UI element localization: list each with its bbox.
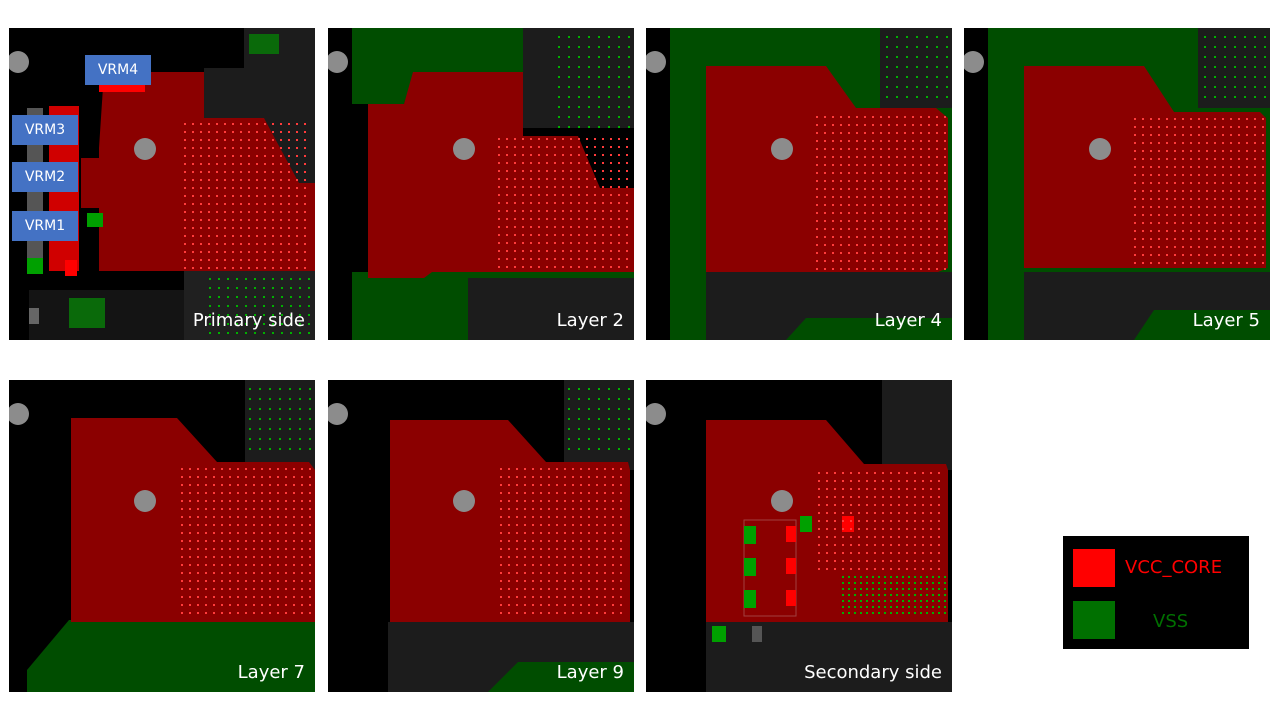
via-array <box>184 123 306 269</box>
panel-layer-5: Layer 5 <box>964 28 1270 340</box>
vrm4-label: VRM4 <box>85 55 151 85</box>
via-array <box>1134 118 1264 264</box>
legend: VCC_CORE VSS <box>1063 536 1249 649</box>
panel-layer-7: Layer 7 <box>9 380 315 692</box>
via-array-grey <box>249 388 311 450</box>
pcb-view-layer-9 <box>328 380 634 692</box>
legend-swatch-vss <box>1073 601 1115 639</box>
via-array <box>816 116 946 270</box>
via-array-grey <box>558 36 630 128</box>
legend-swatch-vcc <box>1073 549 1115 587</box>
via-array <box>818 472 940 570</box>
vrm1-label: VRM1 <box>12 211 78 241</box>
panel-label: Primary side <box>192 310 305 331</box>
panel-label: Layer 7 <box>237 662 305 683</box>
pcb-view-primary <box>9 28 315 340</box>
panel-layer-9: Layer 9 <box>328 380 634 692</box>
via-array-green <box>209 278 310 334</box>
panel-primary-side: VRM4 VRM3 VRM2 VRM1 Primary side <box>9 28 315 340</box>
via-array-grey <box>1204 36 1266 98</box>
pcb-view-layer-7 <box>9 380 315 692</box>
legend-label-vss: VSS <box>1153 611 1189 632</box>
panel-label: Secondary side <box>804 662 942 683</box>
panel-secondary-side: Secondary side <box>646 380 952 692</box>
via-array <box>498 138 628 268</box>
pcb-view-secondary <box>646 380 952 692</box>
legend-label-vcc: VCC_CORE <box>1125 557 1223 578</box>
via-array <box>181 468 311 614</box>
via-array-green <box>842 576 946 614</box>
via-array <box>500 468 622 614</box>
pcb-view-layer-5 <box>964 28 1270 340</box>
via-array-grey <box>886 36 948 98</box>
via-array-grey <box>568 388 630 450</box>
panel-label: Layer 5 <box>1192 310 1260 331</box>
panel-label: Layer 4 <box>874 310 942 331</box>
vrm3-label: VRM3 <box>12 115 78 145</box>
panel-layer-4: Layer 4 <box>646 28 952 340</box>
panel-layer-2: Layer 2 <box>328 28 634 340</box>
vrm2-label: VRM2 <box>12 162 78 192</box>
panel-label: Layer 2 <box>556 310 624 331</box>
pcb-view-layer-4 <box>646 28 952 340</box>
panel-label: Layer 9 <box>556 662 624 683</box>
pcb-view-layer-2 <box>328 28 634 340</box>
